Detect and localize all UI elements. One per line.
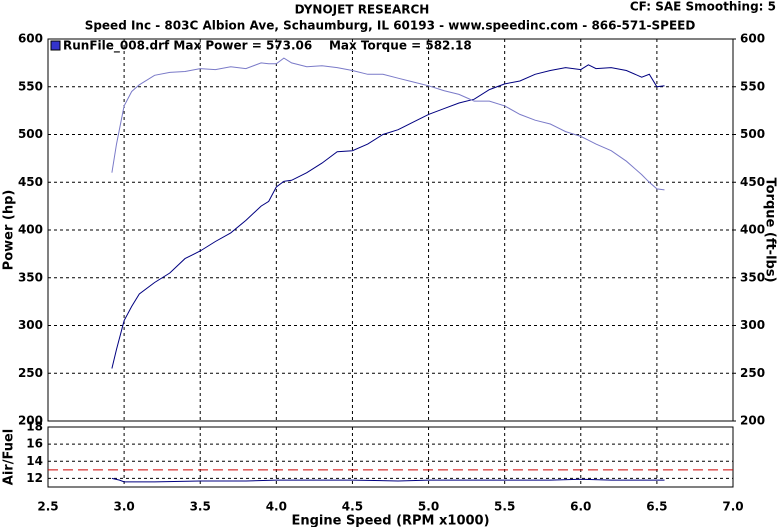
y2-tick-label: 550: [740, 79, 765, 93]
series-line: [111, 57, 665, 191]
y2-tick-label: 200: [740, 414, 765, 428]
y-tick-label: 16: [26, 437, 43, 451]
settings: CF: SAE Smoothing: 5: [630, 0, 776, 14]
y-tick-label: 550: [18, 79, 43, 93]
y2-tick-label: 500: [740, 127, 765, 141]
series-line: [111, 64, 665, 369]
x-tick-label: 6.0: [570, 500, 591, 514]
y2-tick-label: 450: [740, 175, 765, 189]
x-tick-label: 5.0: [418, 500, 439, 514]
x-tick-label: 2.5: [37, 500, 58, 514]
y-tick-label: 18: [26, 420, 43, 434]
y-tick-label: 14: [26, 454, 43, 468]
y-tick-label: 500: [18, 127, 43, 141]
y2-tick-label: 350: [740, 270, 765, 284]
y-axis-label: Air/Fuel: [2, 429, 17, 485]
x-tick-label: 4.0: [266, 500, 287, 514]
x-tick-label: 3.0: [113, 500, 134, 514]
x-tick-label: 5.5: [494, 500, 515, 514]
x-tick-label: 6.5: [646, 500, 667, 514]
y-tick-label: 300: [18, 318, 43, 332]
subtitle: Speed Inc - 803C Albion Ave, Schaumburg,…: [85, 19, 696, 33]
y2-tick-label: 300: [740, 318, 765, 332]
legend-text: RunFile_008.drf Max Power = 573.06 Max T…: [63, 39, 472, 54]
y-tick-label: 12: [26, 471, 43, 485]
y-tick-label: 350: [18, 270, 43, 284]
series-line: [111, 477, 665, 483]
x-tick-label: 3.5: [190, 500, 211, 514]
y-axis-label: Power (hp): [2, 190, 17, 271]
x-axis-label: Engine Speed (RPM x1000): [291, 514, 489, 527]
legend-swatch: [50, 40, 61, 51]
plot-area: [47, 426, 734, 488]
y-tick-label: 600: [18, 32, 43, 46]
y2-axis-label: Torque (ft-lbs): [763, 177, 778, 282]
x-tick-label: 7.0: [722, 500, 743, 514]
x-tick-label: 4.5: [342, 500, 363, 514]
y2-tick-label: 250: [740, 366, 765, 380]
y-tick-label: 450: [18, 175, 43, 189]
y2-tick-label: 600: [740, 32, 765, 46]
y-tick-label: 200: [18, 414, 43, 428]
title: DYNOJET RESEARCH: [295, 3, 430, 17]
y-tick-label: 400: [18, 223, 43, 237]
y2-tick-label: 400: [740, 223, 765, 237]
y-tick-label: 250: [18, 366, 43, 380]
